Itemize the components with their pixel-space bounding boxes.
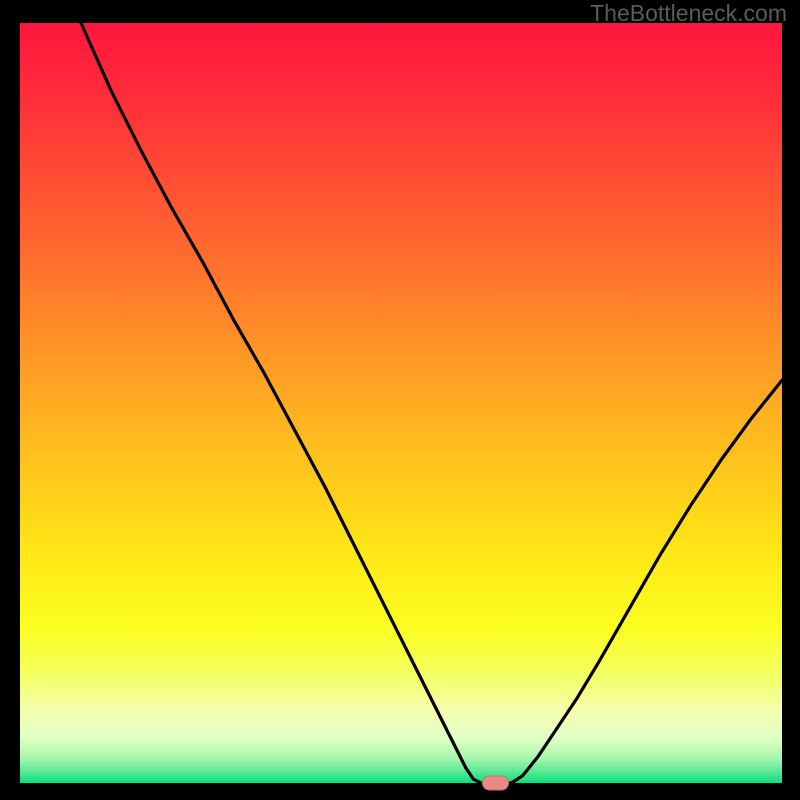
bottleneck-curve [81,23,782,783]
bottleneck-curve-layer [0,0,800,800]
optimum-marker [482,776,508,790]
watermark-text: TheBottleneck.com [590,0,787,27]
